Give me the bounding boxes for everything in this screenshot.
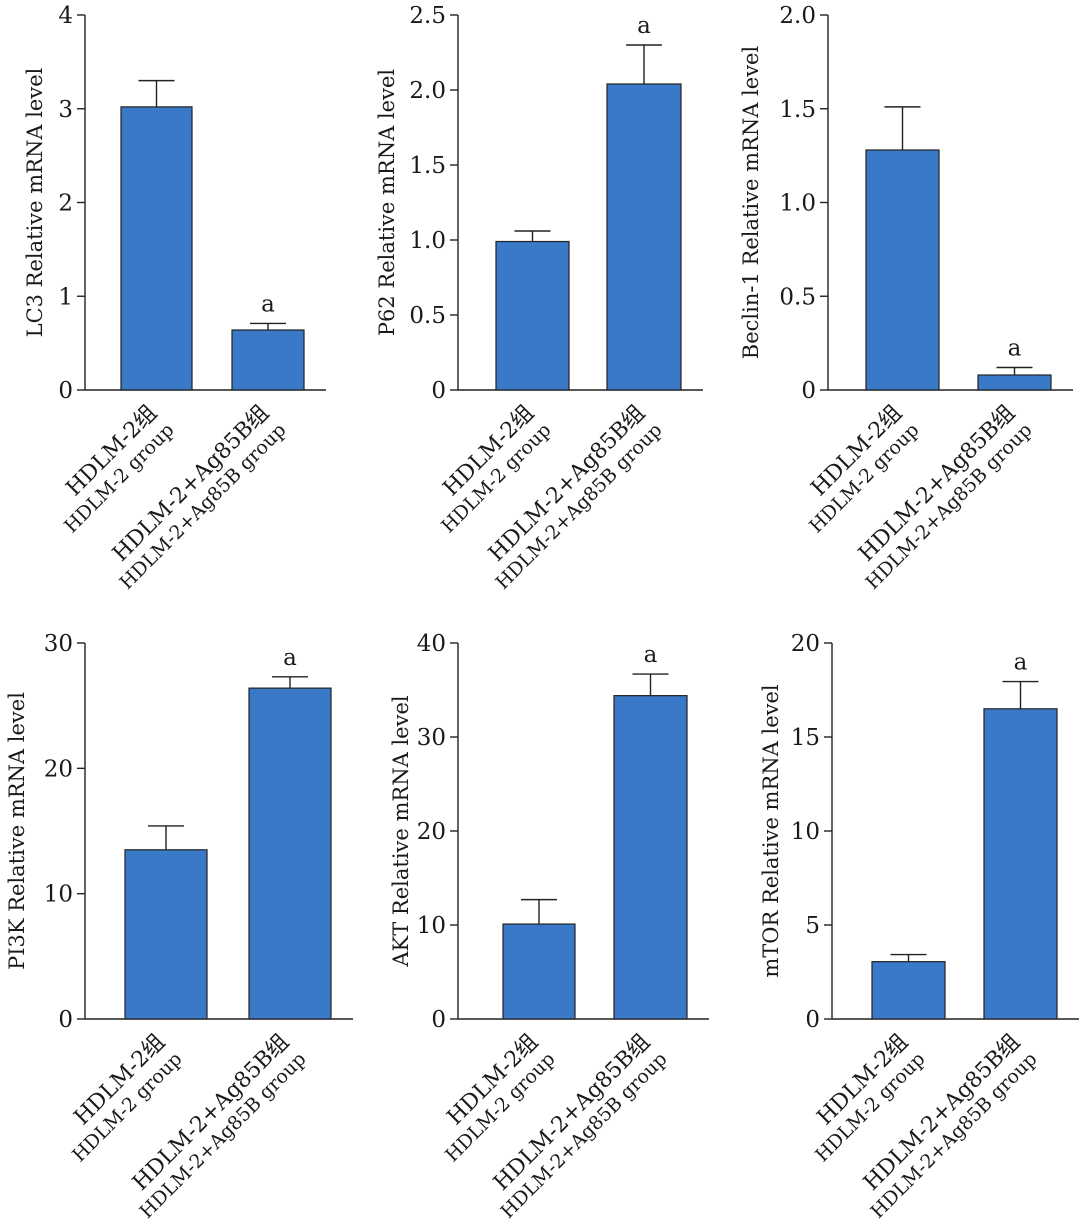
y-tick-label: 2.0 — [779, 3, 816, 29]
y-tick-label: 0 — [431, 378, 446, 404]
y-tick-label: 2.5 — [409, 3, 446, 29]
significance-label: a — [644, 642, 658, 668]
bar-1 — [871, 961, 946, 1020]
y-axis-title: mTOR Relative mRNA level — [759, 684, 783, 978]
bar-1 — [124, 849, 208, 1020]
y-axis-title: LC3 Relative mRNA level — [23, 67, 47, 337]
y-tick-label: 2 — [58, 191, 73, 217]
significance-label: a — [283, 645, 297, 671]
y-tick-label: 0 — [58, 378, 73, 404]
chart-panel-2: 0 0.5 1.0 1.5 2.0 2.5 P62 Relative mRNA level a… — [375, 3, 703, 594]
bar-1 — [502, 923, 576, 1020]
y-axis-title: AKT Relative mRNA level — [389, 695, 413, 968]
bar-1 — [495, 240, 570, 391]
y-tick-label: 20 — [791, 631, 820, 657]
bar-2 — [606, 83, 682, 391]
y-tick-label: 30 — [417, 725, 446, 751]
bar-1 — [865, 149, 940, 391]
y-tick-label: 20 — [44, 756, 73, 782]
bar-1 — [120, 106, 193, 391]
y-tick-label: 1.5 — [779, 97, 816, 123]
bar-2 — [983, 708, 1058, 1020]
y-axis-title: P62 Relative mRNA level — [375, 69, 399, 337]
y-tick-label: 2.0 — [409, 78, 446, 104]
y-tick-label: 5 — [805, 913, 820, 939]
y-tick-label: 20 — [417, 819, 446, 845]
significance-label: a — [1014, 650, 1028, 676]
y-tick-label: 0 — [431, 1007, 446, 1033]
y-axis-title: PI3K Relative mRNA level — [5, 692, 29, 970]
significance-label: a — [637, 13, 651, 39]
y-tick-label: 0.5 — [779, 284, 816, 310]
y-tick-label: 1 — [58, 284, 73, 310]
y-tick-label: 10 — [44, 882, 73, 908]
y-axis-title: Beclin-1 Relative mRNA level — [739, 46, 763, 360]
bar-2 — [231, 329, 305, 391]
bar-2 — [977, 374, 1052, 391]
y-tick-label: 0 — [58, 1007, 73, 1033]
chart-panel-3: 0 0.5 1.0 1.5 2.0 Beclin-1 Relative mRNA leve… — [739, 3, 1073, 594]
y-tick-label: 30 — [44, 631, 73, 657]
y-tick-label: 0 — [801, 378, 816, 404]
y-tick-label: 1.0 — [409, 228, 446, 254]
y-tick-label: 0.5 — [409, 303, 446, 329]
y-tick-label: 3 — [58, 97, 73, 123]
y-tick-label: 10 — [791, 819, 820, 845]
y-tick-label: 1.0 — [779, 191, 816, 217]
y-tick-label: 0 — [805, 1007, 820, 1033]
y-tick-label: 15 — [791, 725, 820, 751]
bar-2 — [613, 695, 688, 1020]
y-tick-label: 1.5 — [409, 153, 446, 179]
bar-2 — [248, 687, 332, 1020]
y-tick-label: 10 — [417, 913, 446, 939]
significance-label: a — [1008, 336, 1022, 362]
y-tick-label: 4 — [58, 3, 73, 29]
significance-label: a — [261, 291, 275, 317]
y-tick-label: 40 — [417, 631, 446, 657]
